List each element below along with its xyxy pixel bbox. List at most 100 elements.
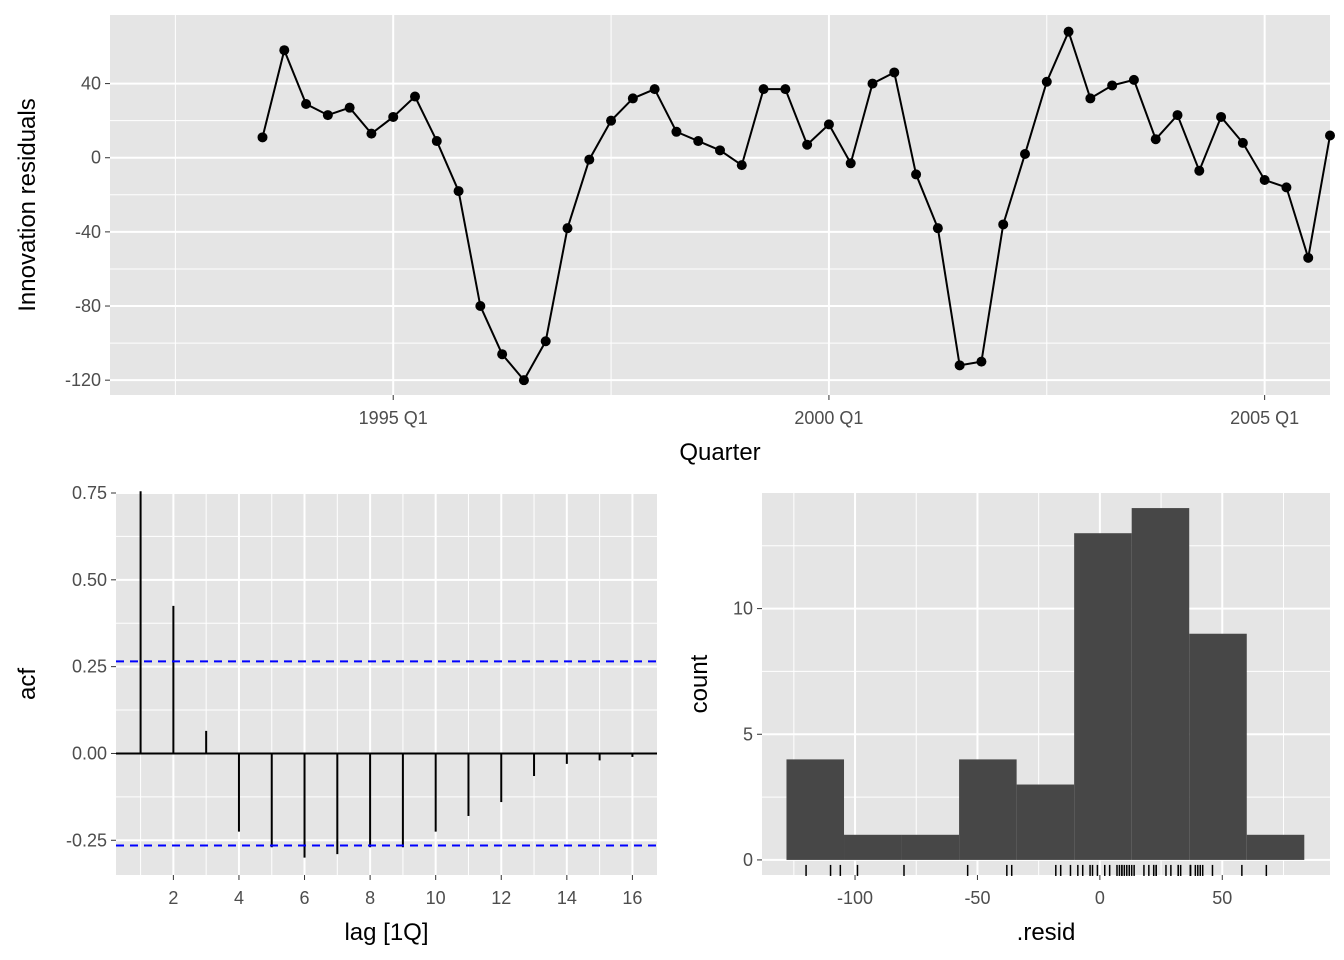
residual-point [431,136,442,147]
histogram-bar [1074,533,1132,860]
residual-point [845,158,856,169]
x-tick-label: -50 [964,888,990,908]
residual-point [758,84,769,95]
residual-point [1150,134,1161,145]
residual-point [671,126,682,137]
residual-point [540,336,551,347]
residual-point [453,186,464,197]
y-tick-label: -40 [75,222,101,242]
residual-point [562,223,573,234]
residual-point [823,119,834,130]
panel-background [116,493,657,875]
residual-point [867,78,878,89]
x-tick-label: 0 [1095,888,1105,908]
x-axis-title: lag [1Q] [344,919,428,946]
residual-point [932,223,943,234]
residual-point [1128,74,1139,85]
residual-point [584,154,595,165]
acf-plot: 0.75 0.50 0.25 0.00 -0.25 2 4 6 8 10 12 14 16 lag [1Q… [14,483,657,946]
residual-point [976,356,987,367]
residuals-time-plot: 40 0 -40 -80 -120 1995 Q1 2000 Q1 2005 Q1 Quarte… [14,15,1335,466]
residual-point [1216,111,1227,122]
residual-point [889,67,900,78]
residual-point [388,111,399,122]
x-tick-label: 1995 Q1 [359,408,428,428]
x-tick-label: 16 [622,888,642,908]
residual-point [1259,174,1270,185]
residual-point [410,91,420,102]
y-tick-label: 5 [743,724,753,744]
x-tick-label: 12 [491,888,511,908]
residual-point [802,139,813,150]
y-axis-title: Innovation residuals [14,98,41,311]
residual-point [1020,149,1030,160]
residual-point [279,45,290,56]
histogram-bar [1189,633,1247,860]
y-tick-label: 0 [91,148,101,168]
histogram-bar [1016,784,1075,860]
residual-point [649,84,660,95]
residual-point [257,132,268,143]
x-tick-label: 2005 Q1 [1230,408,1299,428]
residual-point [475,301,486,312]
residual-point [954,360,965,371]
y-tick-label: -0.25 [66,830,107,850]
x-tick-label: -100 [837,888,873,908]
x-tick-label: 8 [365,888,375,908]
residual-point [715,145,725,156]
y-tick-label: 40 [81,74,101,94]
x-tick-label: 10 [426,888,446,908]
histogram-bar [959,759,1017,860]
y-tick-label: -80 [75,296,101,316]
y-tick-label: 0.75 [72,483,107,503]
residual-point [366,128,377,139]
y-tick-label: 10 [733,599,753,619]
x-tick-label: 2 [168,888,178,908]
y-axis-title: count [686,654,713,713]
residual-point [301,98,312,109]
x-axis-title: Quarter [679,439,760,466]
residual-point [1281,182,1292,193]
y-tick-label: 0 [743,850,753,870]
residual-point [1041,76,1052,87]
y-tick-label: 0.25 [72,657,107,677]
x-tick-label: 50 [1212,888,1232,908]
x-tick-label: 4 [234,888,244,908]
y-tick-label: 0.50 [72,570,107,590]
y-tick-label: -120 [65,370,101,390]
residual-point [497,349,508,360]
residual-point [780,84,791,95]
x-tick-label: 2000 Q1 [794,408,863,428]
residual-point [1325,130,1335,141]
residual-point [1085,93,1096,104]
residual-point [1063,26,1074,37]
histogram-bar [901,834,960,860]
histogram-bar [1131,508,1190,860]
residual-point [998,219,1009,230]
residual-point [1172,110,1183,121]
x-tick-label: 14 [557,888,577,908]
residual-point [1303,252,1314,263]
residual-point [911,169,922,180]
residual-point [322,110,333,121]
panel-background [110,15,1330,395]
residual-point [1194,165,1205,176]
histogram-bar [1246,834,1305,860]
residual-point [693,136,704,147]
residual-point [518,375,529,386]
y-tick-label: 0.00 [72,743,107,763]
residual-point [1237,137,1248,148]
residual-point [627,93,638,104]
residual-series-line [261,28,1331,382]
residual-point [736,160,747,171]
histogram-bar [844,834,902,860]
x-tick-label: 6 [300,888,310,908]
histogram-bar [786,759,845,860]
y-axis-title: acf [14,668,41,700]
residual-point [606,115,617,126]
x-axis-title: .resid [1017,919,1076,946]
residual-point [344,102,355,113]
residual-point [1107,80,1118,91]
